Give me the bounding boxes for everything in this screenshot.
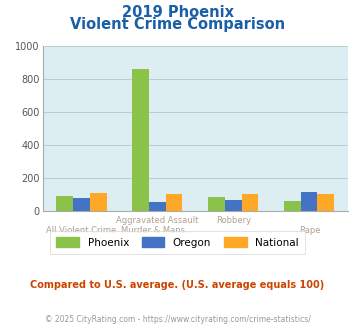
Bar	[241, 193, 258, 211]
Bar	[73, 198, 90, 211]
Bar	[132, 69, 149, 211]
Text: Compared to U.S. average. (U.S. average equals 100): Compared to U.S. average. (U.S. average …	[31, 280, 324, 290]
Bar	[301, 192, 317, 211]
Text: 2019 Phoenix: 2019 Phoenix	[121, 5, 234, 20]
Text: Rape: Rape	[299, 226, 321, 235]
Bar	[90, 193, 106, 211]
Legend: Phoenix, Oregon, National: Phoenix, Oregon, National	[50, 231, 305, 254]
Text: Violent Crime Comparison: Violent Crime Comparison	[70, 16, 285, 31]
Text: Robbery: Robbery	[216, 216, 251, 225]
Bar	[166, 193, 182, 211]
Bar	[56, 195, 73, 211]
Text: All Violent Crime: All Violent Crime	[46, 226, 116, 235]
Bar	[284, 201, 301, 211]
Text: Aggravated Assault: Aggravated Assault	[116, 216, 198, 225]
Text: © 2025 CityRating.com - https://www.cityrating.com/crime-statistics/: © 2025 CityRating.com - https://www.city…	[45, 315, 310, 324]
Bar	[149, 202, 166, 211]
Bar	[317, 194, 334, 211]
Bar	[225, 200, 241, 211]
Text: Murder & Mans...: Murder & Mans...	[121, 226, 193, 235]
Bar	[208, 197, 225, 211]
